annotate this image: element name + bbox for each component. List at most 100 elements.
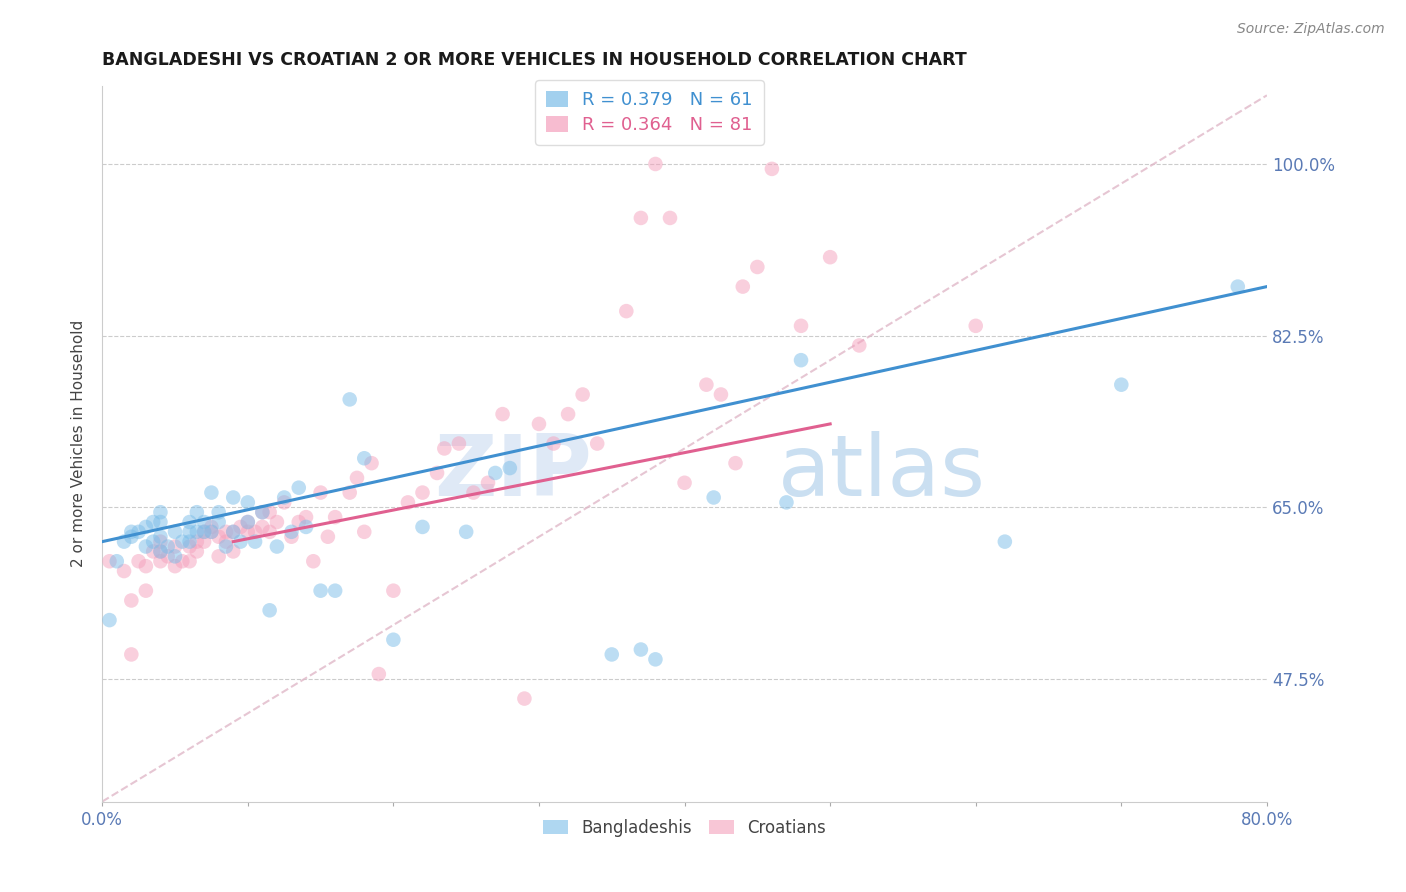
Point bbox=[323, 510, 346, 524]
Point bbox=[280, 524, 302, 539]
Point bbox=[710, 387, 733, 401]
Point bbox=[543, 436, 565, 450]
Point bbox=[112, 534, 135, 549]
Point bbox=[193, 524, 215, 539]
Point bbox=[186, 505, 208, 519]
Point bbox=[215, 534, 238, 549]
Point bbox=[186, 534, 208, 549]
Point bbox=[179, 524, 201, 539]
Point bbox=[316, 530, 339, 544]
Point bbox=[98, 613, 121, 627]
Point bbox=[477, 475, 499, 490]
Point bbox=[149, 544, 172, 558]
Point bbox=[353, 524, 375, 539]
Point bbox=[484, 466, 506, 480]
Point bbox=[120, 524, 142, 539]
Point bbox=[149, 515, 172, 529]
Point bbox=[208, 505, 231, 519]
Point bbox=[142, 544, 165, 558]
Point bbox=[105, 554, 128, 568]
Point bbox=[527, 417, 550, 431]
Point bbox=[747, 260, 769, 274]
Point bbox=[644, 157, 666, 171]
Point bbox=[163, 540, 186, 554]
Point bbox=[200, 524, 222, 539]
Point bbox=[273, 495, 295, 509]
Point bbox=[163, 549, 186, 564]
Y-axis label: 2 or more Vehicles in Household: 2 or more Vehicles in Household bbox=[72, 320, 86, 567]
Text: atlas: atlas bbox=[778, 431, 986, 514]
Point bbox=[142, 515, 165, 529]
Point bbox=[156, 549, 179, 564]
Point bbox=[135, 520, 157, 534]
Point bbox=[172, 554, 194, 568]
Point bbox=[193, 515, 215, 529]
Point bbox=[200, 485, 222, 500]
Point bbox=[179, 554, 201, 568]
Point bbox=[571, 387, 593, 401]
Point bbox=[200, 520, 222, 534]
Point bbox=[186, 544, 208, 558]
Point bbox=[236, 515, 259, 529]
Point bbox=[149, 534, 172, 549]
Point bbox=[463, 485, 485, 500]
Point bbox=[790, 353, 813, 368]
Point bbox=[994, 534, 1017, 549]
Point bbox=[215, 524, 238, 539]
Point bbox=[673, 475, 696, 490]
Point bbox=[965, 318, 987, 333]
Point bbox=[513, 691, 536, 706]
Point bbox=[222, 524, 245, 539]
Point bbox=[252, 505, 274, 519]
Point bbox=[193, 534, 215, 549]
Point bbox=[186, 524, 208, 539]
Point bbox=[229, 534, 252, 549]
Point bbox=[229, 520, 252, 534]
Point bbox=[339, 485, 361, 500]
Point bbox=[353, 451, 375, 466]
Point bbox=[287, 515, 309, 529]
Point bbox=[135, 559, 157, 574]
Point bbox=[149, 505, 172, 519]
Point bbox=[179, 534, 201, 549]
Point bbox=[761, 161, 783, 176]
Point bbox=[614, 304, 637, 318]
Point bbox=[382, 632, 405, 647]
Point bbox=[128, 554, 150, 568]
Point bbox=[179, 515, 201, 529]
Point bbox=[120, 648, 142, 662]
Point bbox=[236, 515, 259, 529]
Point bbox=[243, 524, 266, 539]
Point bbox=[222, 524, 245, 539]
Point bbox=[411, 520, 433, 534]
Point bbox=[273, 491, 295, 505]
Point bbox=[433, 442, 456, 456]
Point bbox=[339, 392, 361, 407]
Point bbox=[447, 436, 470, 450]
Point bbox=[287, 481, 309, 495]
Point bbox=[222, 544, 245, 558]
Point bbox=[724, 456, 747, 470]
Point bbox=[222, 491, 245, 505]
Point bbox=[149, 544, 172, 558]
Point bbox=[208, 530, 231, 544]
Point bbox=[120, 593, 142, 607]
Point bbox=[149, 530, 172, 544]
Point bbox=[790, 318, 813, 333]
Point bbox=[193, 524, 215, 539]
Point bbox=[252, 520, 274, 534]
Point bbox=[499, 461, 522, 475]
Point bbox=[135, 540, 157, 554]
Point bbox=[156, 540, 179, 554]
Point bbox=[309, 485, 332, 500]
Point bbox=[456, 524, 478, 539]
Point bbox=[346, 471, 368, 485]
Text: ZIP: ZIP bbox=[433, 431, 592, 514]
Point bbox=[630, 211, 652, 225]
Point bbox=[411, 485, 433, 500]
Point bbox=[586, 436, 609, 450]
Point bbox=[163, 559, 186, 574]
Point bbox=[98, 554, 121, 568]
Point bbox=[703, 491, 725, 505]
Point bbox=[1111, 377, 1133, 392]
